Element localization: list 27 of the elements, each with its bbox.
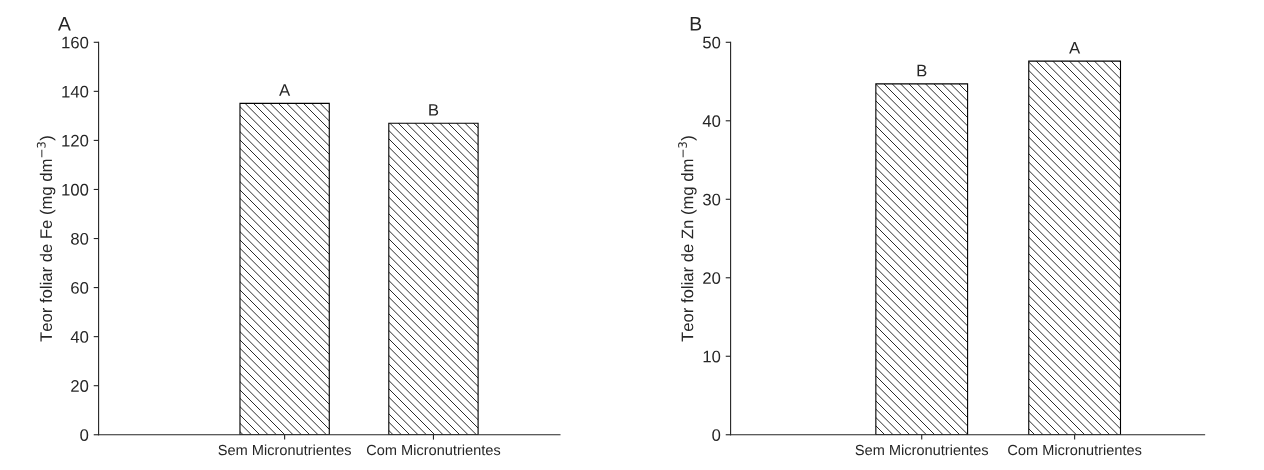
y-tick-label: 30 (702, 193, 721, 206)
y-tick-label: 0 (712, 429, 721, 441)
x-tick-label: Com Micronutrientes (366, 444, 501, 456)
y-tick-label: 20 (71, 380, 89, 392)
y-tick-label: 80 (71, 232, 89, 245)
annotation: A (279, 84, 291, 96)
y-tick-label: 100 (62, 183, 89, 196)
x-tick-label: Com Micronutrientes (1008, 444, 1142, 456)
y-tick-label: 20 (703, 272, 721, 284)
y-axis-title: Teor foliar de Zn (mg dm$^{−3}$) (678, 136, 697, 342)
y-tick-label: 50 (703, 36, 721, 49)
y-tick-label: 120 (62, 134, 89, 147)
y-tick-label: 160 (62, 36, 89, 49)
y-tick-label: 0 (80, 429, 89, 441)
y-tick-label: 140 (62, 85, 89, 98)
y-tick-label: 60 (71, 281, 89, 294)
annotation: B (429, 104, 439, 116)
x-tick-label: Sem Micronutrientes (218, 444, 351, 456)
annotation: B (917, 64, 927, 77)
chart-title: B (690, 17, 702, 31)
y-tick-label: 40 (70, 331, 89, 343)
annotation: A (1069, 42, 1081, 54)
y-axis-title: Teor foliar de Fe (mg dm$^{−3}$) (36, 136, 56, 342)
y-tick-label: 40 (702, 115, 721, 127)
chart-title: A (57, 17, 71, 31)
x-tick-label: Sem Micronutrientes (855, 444, 989, 456)
y-tick-label: 10 (703, 350, 721, 363)
